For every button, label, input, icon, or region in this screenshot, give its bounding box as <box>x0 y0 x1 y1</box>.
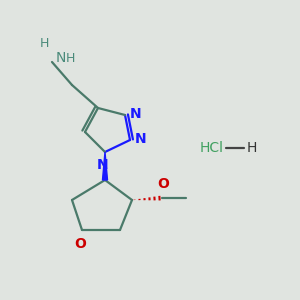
Text: N: N <box>130 107 142 121</box>
Text: O: O <box>157 177 169 191</box>
Text: O: O <box>74 237 86 251</box>
Text: H: H <box>66 52 75 64</box>
Text: N: N <box>135 132 147 146</box>
Text: N: N <box>97 158 109 172</box>
Text: H: H <box>247 141 257 155</box>
Text: H: H <box>39 37 49 50</box>
Text: HCl: HCl <box>200 141 224 155</box>
Text: N: N <box>56 51 66 65</box>
Polygon shape <box>103 152 107 180</box>
